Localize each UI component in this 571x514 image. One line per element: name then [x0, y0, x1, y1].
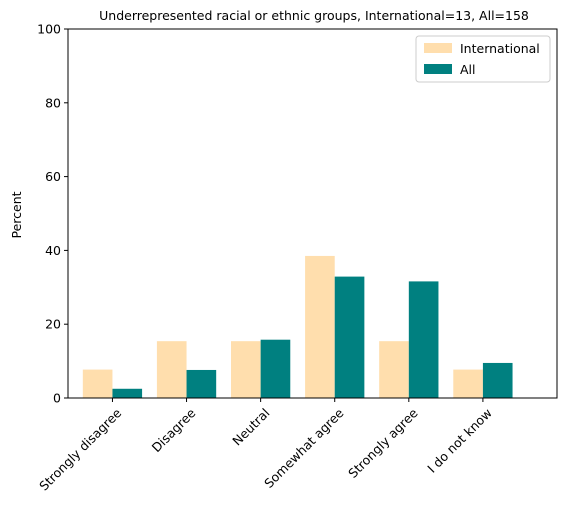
y-tick-label-0: 0	[53, 391, 61, 406]
bar-international-neutral	[231, 341, 261, 398]
x-tick-label-i-do-not-know: I do not know	[424, 405, 495, 476]
y-axis-label: Percent	[9, 191, 24, 238]
legend-swatch-all	[424, 64, 452, 74]
bar-all-i-do-not-know	[482, 362, 513, 398]
x-tick-label-neutral: Neutral	[229, 405, 272, 448]
chart-title: Underrepresented racial or ethnic groups…	[99, 8, 529, 23]
bar-international-strongly-agree	[379, 341, 409, 398]
bar-international-disagree	[156, 341, 187, 398]
bar-all-neutral	[260, 339, 291, 398]
y-tick-label-40: 40	[45, 243, 61, 258]
y-tick-label-80: 80	[45, 95, 61, 110]
x-tick-label-disagree: Disagree	[149, 405, 199, 455]
y-tick-label-100: 100	[37, 22, 61, 37]
legend-label-all: All	[460, 62, 476, 77]
bar-international-i-do-not-know	[453, 369, 483, 398]
x-tick-label-strongly-disagree: Strongly disagree	[36, 405, 124, 493]
bar-all-disagree	[186, 369, 217, 398]
bars-group	[82, 255, 513, 398]
bar-all-somewhat-agree	[334, 276, 365, 398]
x-tick-label-somewhat-agree: Somewhat agree	[261, 405, 347, 491]
bar-international-somewhat-agree	[305, 255, 335, 398]
legend-label-international: International	[460, 41, 540, 56]
legend-swatch-international	[424, 43, 452, 53]
bar-international-strongly-disagree	[82, 369, 113, 398]
axes-group: Strongly disagree Disagree NeutralSomewhat…	[36, 22, 558, 494]
y-tick-label-20: 20	[45, 317, 61, 332]
plot-frame	[67, 28, 558, 399]
bar-all-strongly-agree	[408, 281, 439, 398]
legend: International All	[415, 35, 551, 83]
bar-all-strongly-disagree	[112, 388, 143, 398]
x-tick-label-strongly-agree: Strongly agree	[345, 405, 421, 481]
y-tick-label-60: 60	[45, 169, 61, 184]
